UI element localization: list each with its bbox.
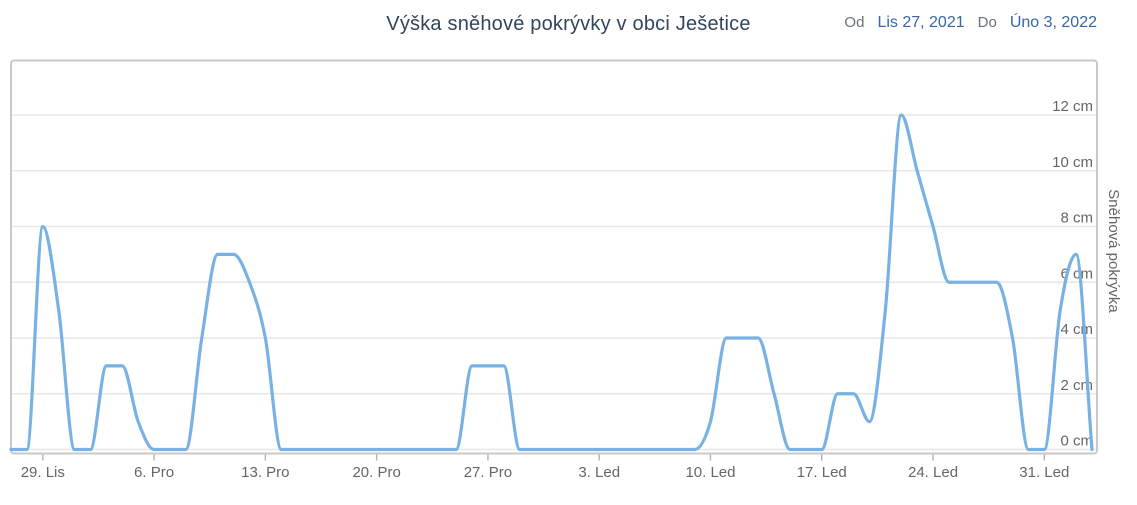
snow-depth-line <box>9 113 1094 452</box>
x-tick-label: 31. Led <box>1019 464 1069 481</box>
chart-title: Výška sněhové pokrývky v obci Ješetice <box>386 13 751 35</box>
x-tick-label: 13. Pro <box>241 464 289 481</box>
y-tick-label: 10 cm <box>1052 154 1093 171</box>
x-tick-label: 3. Led <box>578 464 620 481</box>
x-tick-label: 6. Pro <box>134 464 174 481</box>
range-from-date[interactable]: Lis 27, 2021 <box>877 14 965 31</box>
date-range-controls: Od Lis 27, 2021 Do Úno 3, 2022 <box>844 13 1097 33</box>
x-tick-label: 20. Pro <box>352 464 400 481</box>
x-tick-label: 24. Led <box>908 464 958 481</box>
y-tick-label: 0 cm <box>1060 433 1093 450</box>
x-tick-label: 10. Led <box>685 464 735 481</box>
y-tick-label: 4 cm <box>1060 321 1093 338</box>
y-tick-label: 2 cm <box>1060 377 1093 394</box>
range-to-date[interactable]: Úno 3, 2022 <box>1009 14 1097 31</box>
x-tick-label: 27. Pro <box>464 464 512 481</box>
x-tick-label: 17. Led <box>797 464 847 481</box>
y-tick-label: 12 cm <box>1052 98 1093 115</box>
x-tick-label: 29. Lis <box>21 464 65 481</box>
y-axis-title: Sněhová pokrývka <box>1105 189 1122 313</box>
y-tick-label: 8 cm <box>1060 210 1093 227</box>
plot-border <box>10 59 1098 455</box>
range-from-label: Od <box>844 14 865 31</box>
range-to-label: Do <box>977 14 997 31</box>
